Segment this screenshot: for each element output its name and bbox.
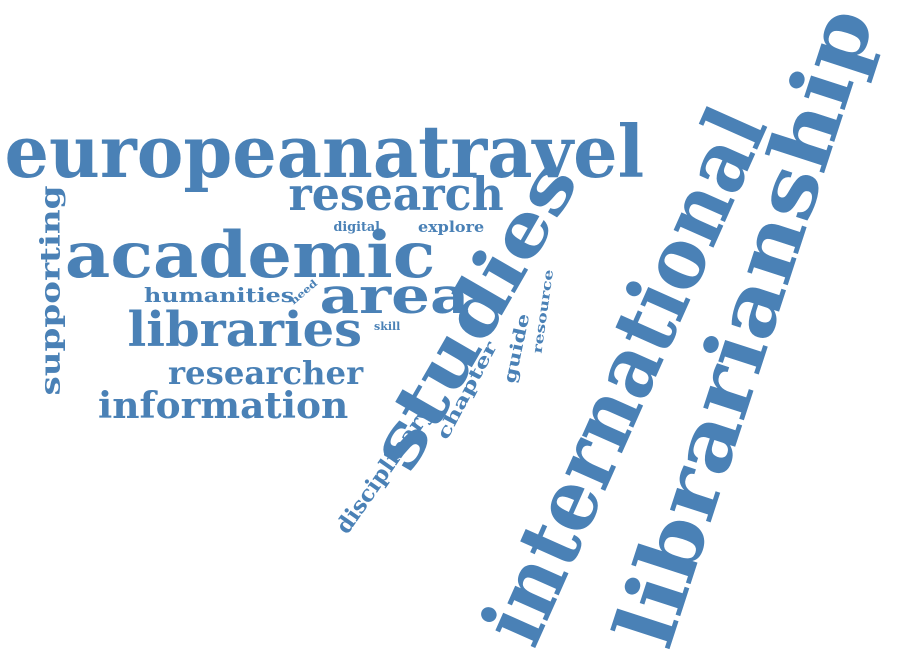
- word-researcher: researcher: [167, 354, 363, 392]
- word-explore: explore: [417, 217, 485, 236]
- word-skill: skill: [374, 319, 401, 333]
- word-academic: academic: [64, 218, 436, 293]
- word-libraries: libraries: [127, 302, 363, 358]
- word-research: research: [288, 167, 504, 221]
- word-europeanatravel: europeanatravel: [4, 109, 644, 194]
- word-supporting: supporting: [35, 184, 67, 396]
- word-information: information: [97, 385, 349, 427]
- word-area: area: [318, 266, 469, 325]
- word-digital: digital: [332, 219, 380, 235]
- word-humanities: humanities: [144, 283, 295, 307]
